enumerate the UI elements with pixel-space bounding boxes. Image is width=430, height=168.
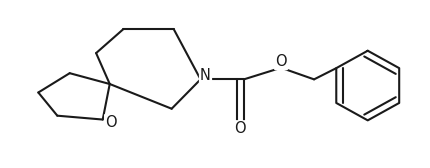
Text: O: O: [105, 115, 117, 130]
Text: O: O: [234, 121, 246, 136]
Text: O: O: [275, 54, 287, 69]
Text: N: N: [200, 68, 211, 83]
